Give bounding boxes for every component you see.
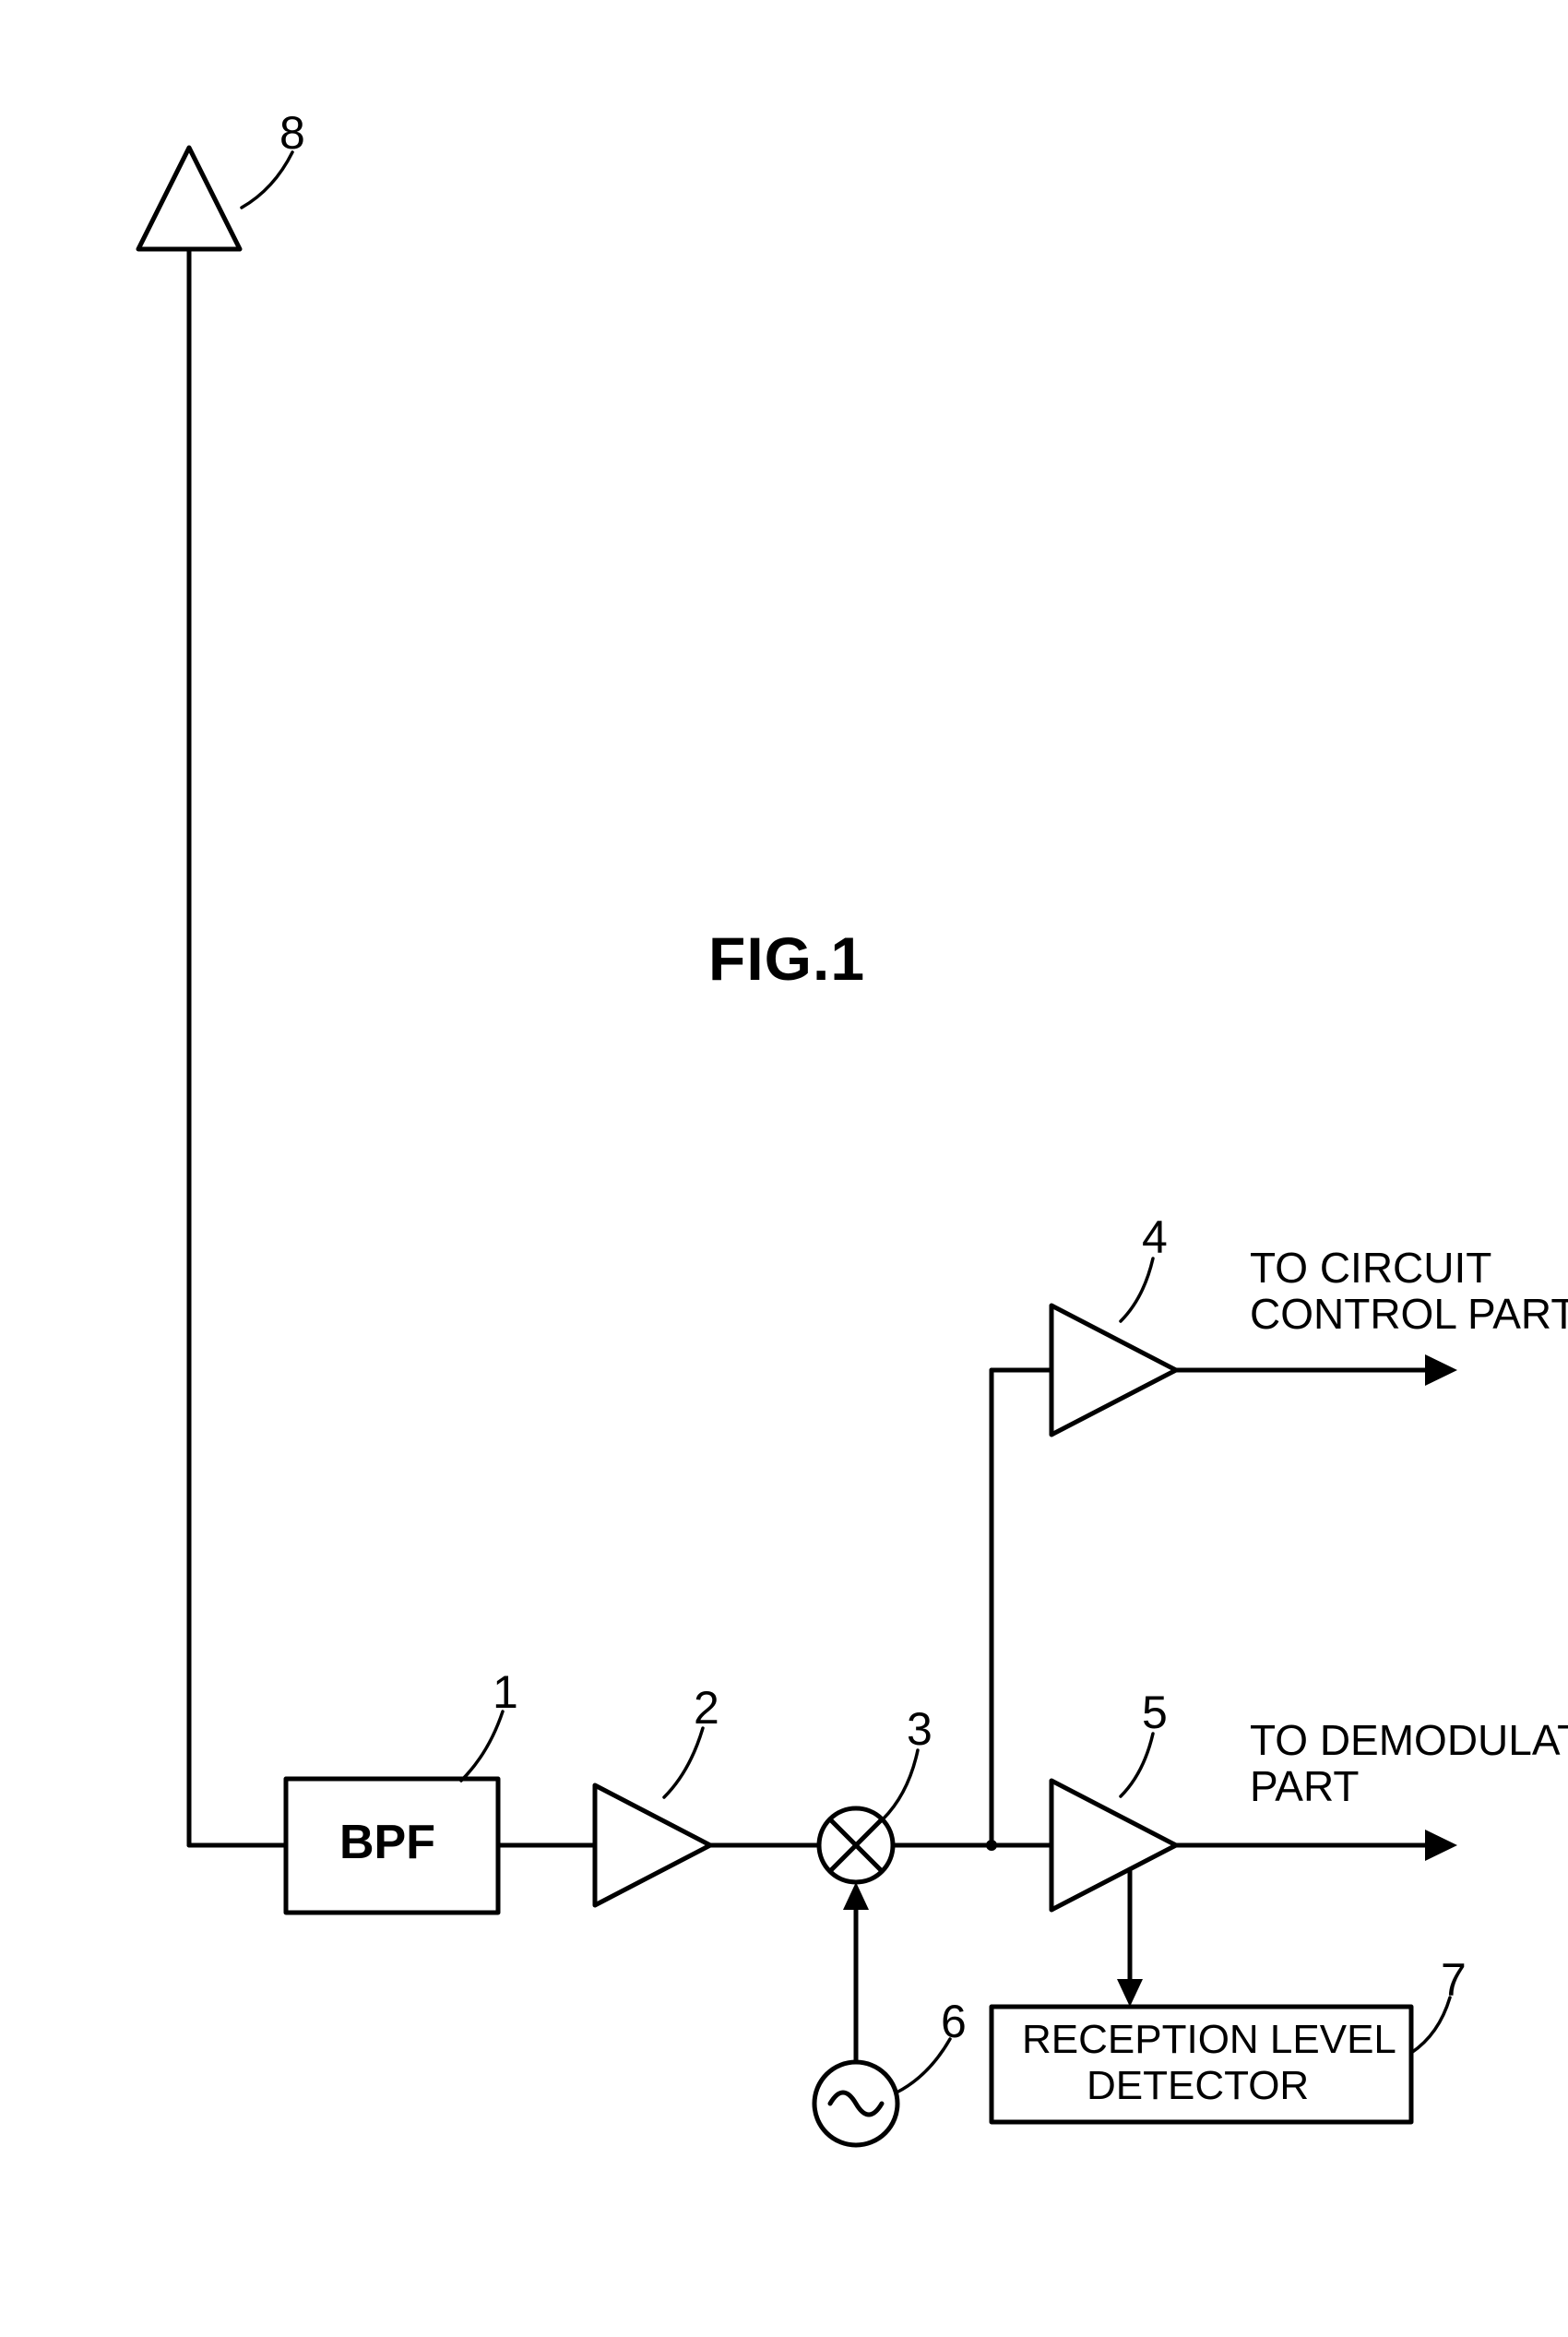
leader-1 (461, 1711, 503, 1781)
arrow-amp4-out (1425, 1354, 1457, 1386)
amp-rf-icon (595, 1785, 710, 1905)
leader-8 (242, 152, 292, 208)
leader-3 (883, 1750, 918, 1819)
leader-7 (1411, 1997, 1450, 2053)
arrow-amp5-det (1117, 1979, 1143, 2007)
out-bot-line2: PART (1250, 1764, 1359, 1808)
arrow-osc-mixer (843, 1882, 869, 1910)
ref-7: 7 (1441, 1956, 1467, 2005)
leader-2 (664, 1728, 703, 1797)
diagram-page: { "figure": { "title": "FIG.1", "title_f… (0, 0, 1568, 2337)
circuit-svg (0, 0, 1568, 2337)
ref-2: 2 (694, 1684, 719, 1733)
leader-5 (1121, 1734, 1153, 1796)
arrow-amp5-out (1425, 1830, 1457, 1861)
out-top-line2: CONTROL PART (1250, 1292, 1568, 1336)
out-top-line1: TO CIRCUIT (1250, 1246, 1491, 1290)
out-bot-line1: TO DEMODULATION (1250, 1718, 1568, 1762)
figure-title: FIG.1 (708, 927, 865, 991)
detector-label-l1: RECEPTION LEVEL (1022, 2019, 1396, 2061)
ref-6: 6 (941, 1997, 967, 2046)
amp-bot-icon (1051, 1781, 1176, 1910)
ref-3: 3 (907, 1705, 932, 1754)
antenna-icon (138, 148, 240, 249)
ref-4: 4 (1142, 1213, 1168, 1262)
detector-label-l2: DETECTOR (1087, 2065, 1309, 2107)
amp-top-icon (1051, 1306, 1176, 1435)
ref-5: 5 (1142, 1688, 1168, 1737)
bpf-label: BPF (339, 1818, 435, 1868)
ref-8: 8 (279, 109, 305, 158)
ref-1: 1 (493, 1668, 518, 1717)
oscillator-sine (830, 2093, 882, 2115)
leader-4 (1121, 1258, 1153, 1321)
